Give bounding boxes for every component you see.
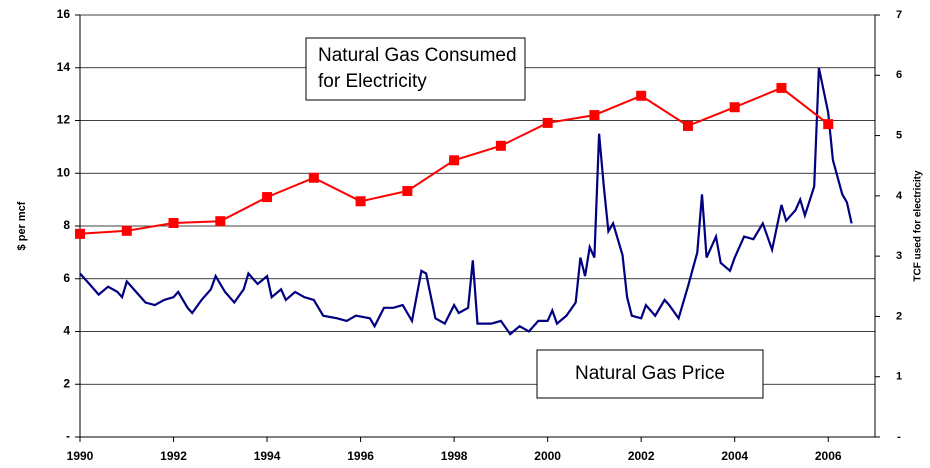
point-marker bbox=[121, 225, 132, 236]
point-marker bbox=[308, 172, 319, 183]
x-tick-label: 2000 bbox=[534, 449, 561, 463]
point-marker bbox=[75, 228, 85, 239]
x-tick-label: 1994 bbox=[254, 449, 281, 463]
point-marker bbox=[168, 217, 179, 228]
point-marker bbox=[215, 216, 226, 227]
y2-axis-label: TCF used for electricity bbox=[913, 170, 924, 282]
point-marker bbox=[542, 117, 553, 128]
x-tick-label: 1990 bbox=[67, 449, 94, 463]
series-line bbox=[79, 67, 853, 336]
point-marker bbox=[402, 186, 413, 197]
y-tick-label: 16 bbox=[57, 7, 71, 21]
x-tick-label: 1998 bbox=[441, 449, 468, 463]
y-tick-label: 10 bbox=[57, 165, 71, 179]
y-tick-label: 6 bbox=[63, 271, 70, 285]
point-marker bbox=[729, 102, 740, 113]
point-marker bbox=[495, 140, 506, 151]
y2-tick-label: 5 bbox=[896, 129, 902, 141]
x-tick-label: 1992 bbox=[160, 449, 187, 463]
annotation: for Electricity bbox=[318, 71, 427, 92]
x-tick-label: 1996 bbox=[347, 449, 374, 463]
y-tick-label: - bbox=[66, 429, 70, 443]
annotation-box bbox=[536, 349, 764, 399]
y2-tick-label: 3 bbox=[896, 250, 902, 262]
x-tick-label: 2004 bbox=[721, 449, 748, 463]
point-marker bbox=[823, 119, 834, 130]
y2-tick-label: 1 bbox=[896, 371, 902, 383]
x-tick-label: 2006 bbox=[815, 449, 842, 463]
y2-tick-label: - bbox=[897, 431, 901, 443]
x-tick-label: 2002 bbox=[628, 449, 655, 463]
point-marker bbox=[449, 155, 460, 166]
point-marker bbox=[776, 82, 787, 93]
annotation: Natural Gas Consumed bbox=[318, 45, 517, 66]
y-tick-label: 4 bbox=[63, 324, 70, 338]
point-marker bbox=[355, 196, 366, 207]
point-marker bbox=[636, 90, 647, 101]
y-tick-label: 2 bbox=[63, 376, 70, 390]
y2-tick-label: 4 bbox=[896, 190, 903, 202]
y-axis-label: $ per mcf bbox=[16, 201, 28, 250]
point-marker bbox=[589, 110, 600, 121]
point-marker bbox=[682, 120, 693, 131]
point-marker bbox=[262, 192, 273, 203]
y-tick-label: 14 bbox=[57, 60, 71, 74]
y2-tick-label: 7 bbox=[896, 9, 902, 21]
annotation-box bbox=[305, 37, 526, 101]
y2-tick-label: 2 bbox=[896, 310, 902, 322]
annotation: Natural Gas Price bbox=[575, 363, 725, 384]
y-tick-label: 8 bbox=[63, 218, 70, 232]
y2-tick-label: 6 bbox=[896, 69, 902, 81]
y-tick-label: 12 bbox=[57, 113, 71, 127]
